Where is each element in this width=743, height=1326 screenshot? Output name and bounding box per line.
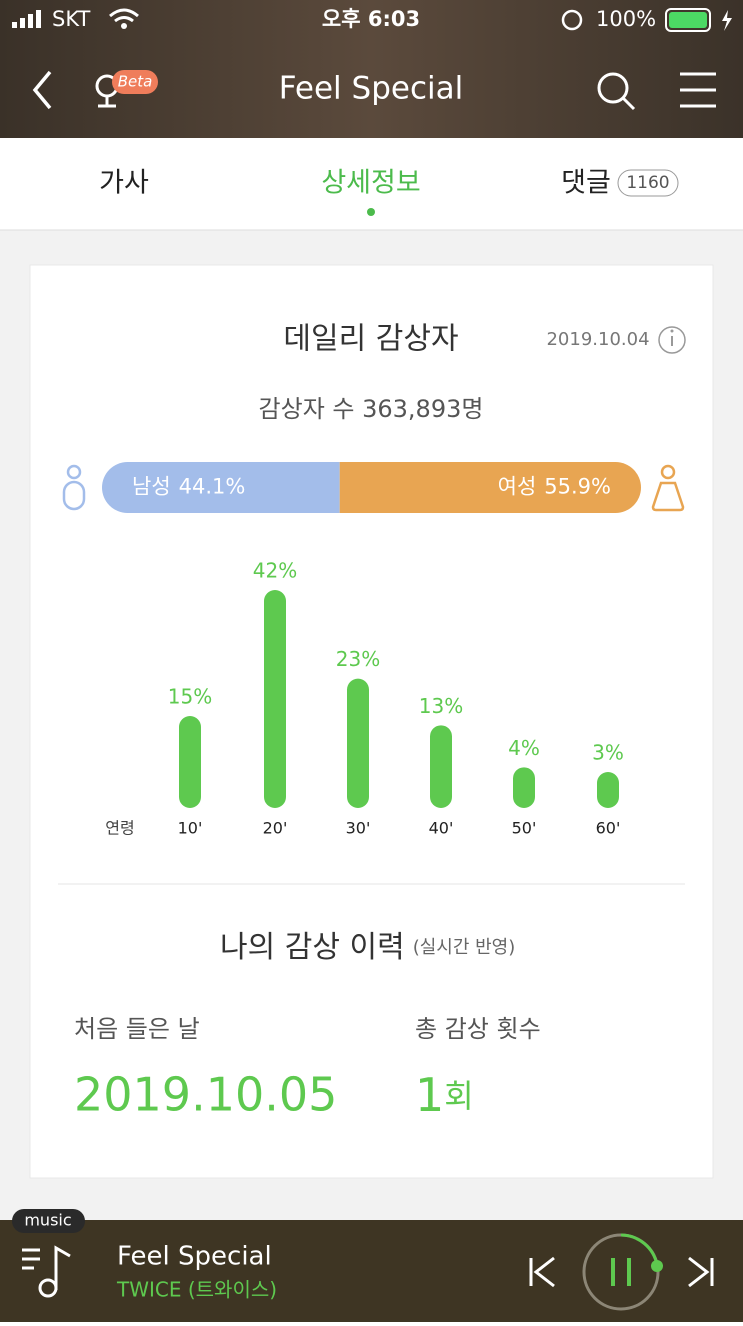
music-badge-bg — [12, 1209, 85, 1233]
gender-segment — [339, 462, 641, 513]
wifi-dot — [121, 23, 127, 29]
listener-count: 감상자 수 363,893명 — [259, 395, 484, 423]
history-title: 나의 감상 이력 (실시간 반영) — [220, 930, 515, 965]
first-date: 2019.10.05 — [74, 1068, 337, 1122]
gender-value: 55.9% — [544, 475, 611, 499]
tab-active[interactable]: 상세정보 — [321, 168, 420, 199]
first-label: 처음 들은 날 — [74, 1015, 200, 1043]
count-label: 총 감상 횟수 — [415, 1015, 541, 1043]
bar — [347, 678, 369, 808]
back-button[interactable] — [32, 70, 52, 110]
playlist-button[interactable] — [22, 1245, 71, 1298]
x-tick-label: 30' — [346, 819, 371, 838]
header-bg — [0, 0, 743, 138]
history-note: (실시간 반영) — [413, 937, 516, 958]
tab[interactable]: 댓글 — [561, 168, 611, 199]
card — [29, 264, 714, 1179]
mic-button[interactable]: Beta — [95, 70, 158, 108]
battery-level — [669, 12, 707, 28]
value-label: 42% — [253, 559, 297, 583]
count-value: 1 — [415, 1068, 444, 1122]
daily-title: 데일리 감상자 — [283, 322, 458, 357]
count-unit: 회 — [444, 1077, 473, 1115]
gender-value: 44.1% — [179, 475, 246, 499]
beta-badge: Beta — [118, 73, 153, 91]
bar — [597, 772, 619, 808]
charging-icon — [722, 10, 732, 31]
comment-count: 1160 — [626, 173, 669, 193]
battery-text: 100% — [596, 7, 656, 31]
menu-button[interactable] — [680, 72, 716, 108]
gender-bar: 남성 44.1% 여성 55.9% — [102, 462, 641, 513]
pause-button[interactable] — [582, 1233, 663, 1311]
count: 1회 — [415, 1068, 474, 1122]
value-label: 13% — [419, 694, 463, 718]
player-title: Feel Special — [117, 1242, 272, 1272]
carrier: SKT — [52, 7, 90, 31]
x-tick-label: 20' — [263, 819, 288, 838]
header-title: Feel Special — [279, 71, 463, 107]
gender-label: 여성 55.9% — [498, 475, 611, 499]
battery-frame — [665, 8, 711, 32]
gender-name: 남성 — [132, 475, 171, 499]
x-axis-label: 연령 — [105, 819, 134, 838]
value-label: 15% — [168, 685, 212, 709]
tab[interactable]: 가사 — [99, 168, 149, 199]
x-tick-label: 50' — [512, 819, 537, 838]
signal — [12, 10, 41, 28]
next-button[interactable] — [688, 1256, 714, 1288]
lock-icon — [561, 9, 583, 31]
clock: 오후 6:03 — [322, 7, 420, 31]
gender-label: 남성 44.1% — [132, 475, 245, 499]
music-badge: music — [24, 1211, 71, 1230]
female-icon — [651, 464, 685, 512]
x-tick-label: 40' — [429, 819, 454, 838]
daily-date: 2019.10.04 — [546, 329, 649, 350]
x-tick-label: 60' — [596, 819, 621, 838]
info-button[interactable] — [658, 326, 686, 354]
value-label: 3% — [592, 741, 624, 765]
wifi-icon — [109, 8, 139, 23]
player-bar — [0, 1220, 743, 1322]
x-tick-label: 10' — [178, 819, 203, 838]
male-icon — [62, 464, 86, 511]
gender-name: 여성 — [498, 475, 537, 499]
player-artist: TWICE (트와이스) — [116, 1278, 277, 1302]
bar — [264, 590, 286, 808]
bar — [179, 716, 201, 808]
tab-indicator — [367, 208, 375, 216]
search-button[interactable] — [597, 72, 636, 111]
history-title-text: 나의 감상 이력 — [220, 930, 405, 965]
comment-badge — [617, 169, 679, 197]
bar — [430, 725, 452, 808]
age-chart: 15% 10' 42% 20' 23% 30' 13% 40' 4% 50' 3% 60' — [168, 559, 624, 838]
value-label: 23% — [336, 647, 380, 671]
bar — [513, 767, 535, 808]
prev-button[interactable] — [529, 1256, 555, 1288]
gender-segment — [102, 462, 340, 513]
value-label: 4% — [508, 736, 540, 760]
